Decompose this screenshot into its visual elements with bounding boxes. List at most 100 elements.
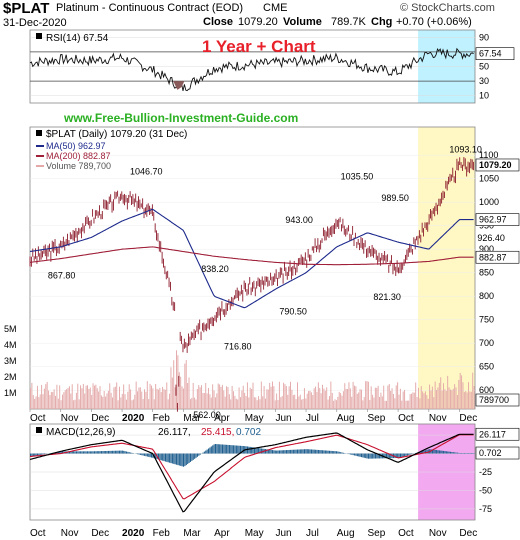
macd-histogram-bar (292, 449, 294, 454)
macd-histogram-bar (469, 453, 471, 454)
x-tick-label: Feb (153, 528, 171, 539)
volume-bar (132, 399, 134, 409)
macd-histogram-bar (434, 449, 436, 454)
macd-histogram-bar (61, 451, 64, 454)
macd-histogram-bar (219, 444, 221, 454)
macd-histogram-bar (71, 451, 73, 454)
macd-histogram-bar (360, 453, 363, 458)
macd-legend-value: 25.415, (201, 427, 234, 438)
macd-histogram-bar (216, 444, 218, 454)
x-tick-label: Oct (398, 528, 414, 539)
volume-last-box (475, 393, 520, 407)
volume-bar (440, 377, 442, 409)
macd-histogram-bar (317, 449, 319, 454)
volume-bar (445, 390, 447, 409)
price-annotation: 1046.70 (130, 166, 163, 176)
volume-bar (322, 384, 324, 409)
volume-bar (57, 398, 59, 409)
macd-histogram-bar (395, 453, 397, 459)
volume-bar (258, 396, 260, 409)
volume-bar (36, 385, 38, 409)
volume-bar (116, 382, 118, 409)
macd-histogram-bar (423, 450, 425, 454)
macd-histogram-bar (148, 453, 150, 457)
macd-histogram-bar (81, 451, 83, 454)
macd-histogram-bar (283, 450, 285, 454)
volume-bar (345, 388, 347, 409)
volume-bar (149, 383, 151, 409)
volume-bar (107, 390, 109, 409)
volume-bar (160, 392, 162, 409)
macd-histogram-bar (462, 453, 464, 454)
volume-bar (373, 397, 375, 409)
volume-bar (463, 392, 465, 409)
ma50-line (29, 208, 474, 309)
volume-bar (31, 382, 33, 409)
macd-histogram-bar (359, 453, 361, 457)
x-tick-label: Nov (429, 528, 447, 539)
volume-bar (42, 394, 44, 409)
volume-bar (119, 386, 120, 409)
macd-histogram-bar (309, 449, 311, 454)
macd-histogram-bar (203, 451, 205, 454)
macd-histogram-bar (189, 453, 192, 462)
macd-histogram-bar (253, 447, 256, 454)
macd-histogram-bar (246, 446, 249, 454)
macd-histogram-bar (387, 453, 389, 459)
macd-histogram-bar (433, 449, 435, 454)
macd-histogram-bar (89, 451, 91, 454)
macd-histogram-bar (196, 453, 198, 457)
volume-bar (271, 381, 273, 409)
volume-bar (32, 395, 34, 409)
macd-histogram-bar (87, 451, 89, 454)
price-tick-label: 750 (479, 315, 494, 325)
macd-histogram-bar (107, 450, 109, 454)
x-tick-label: Mar (183, 528, 201, 539)
rsi-tick-label: 90 (479, 32, 489, 42)
macd-panel: -75-50-25025MACD(12,26,9)26.117,25.415,0… (29, 423, 520, 521)
volume-bar (315, 386, 317, 409)
macd-histogram-bar (117, 450, 119, 454)
macd-histogram-bar (310, 449, 313, 454)
close-value: 1079.20 (238, 16, 278, 28)
macd-histogram-bar (145, 453, 147, 457)
macd-histogram-bar (209, 447, 211, 454)
volume-bar (167, 399, 169, 409)
x-tick-label: Sep (368, 413, 386, 424)
volume-bar (117, 400, 119, 409)
volume-bar (456, 395, 458, 409)
volume-bar (248, 397, 250, 409)
volume-bar (256, 400, 258, 409)
macd-histogram-bar (141, 453, 143, 456)
macd-histogram-bar (249, 446, 251, 454)
macd-histogram-bar (277, 450, 279, 454)
macd-histogram-bar (163, 453, 165, 462)
chg-label: Chg (371, 16, 393, 28)
volume-bar (114, 386, 116, 409)
volume-bar (144, 389, 146, 409)
volume-bar (341, 395, 343, 409)
volume-bar (169, 393, 171, 409)
macd-histogram-bar (365, 453, 367, 459)
macd-histogram-bar (124, 451, 126, 454)
rsi-legend: RSI(14) 67.54 (46, 33, 109, 44)
macd-histogram-bar (121, 450, 123, 454)
x-tick-label: Nov (429, 413, 447, 424)
volume-bar (177, 355, 179, 409)
macd-histogram-bar (199, 453, 201, 455)
macd-histogram-bar (235, 445, 237, 454)
macd-histogram-bar (230, 445, 232, 454)
volume-bar (301, 399, 303, 409)
macd-histogram-bar (234, 445, 236, 454)
volume-bar (280, 397, 282, 409)
volume-bar (163, 389, 165, 409)
volume-bar (166, 382, 168, 409)
volume-bar (334, 399, 336, 409)
macd-histogram-bar (109, 450, 111, 454)
macd-histogram-bar (441, 450, 443, 454)
volume-bar (59, 385, 61, 409)
macd-histogram-bar (334, 451, 336, 454)
macd-histogram-bar (42, 453, 44, 455)
volume-bar (295, 399, 297, 409)
volume-bar (302, 398, 304, 409)
